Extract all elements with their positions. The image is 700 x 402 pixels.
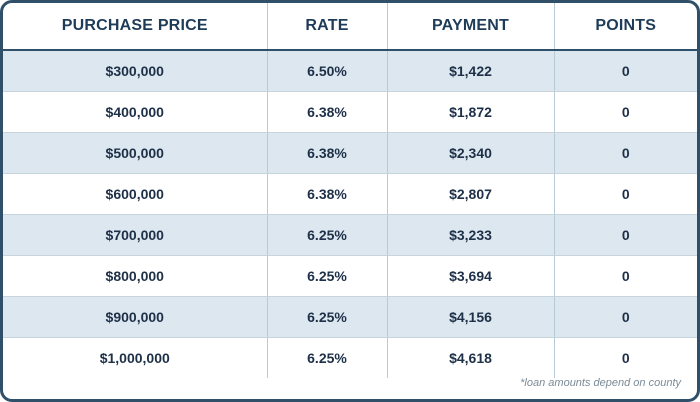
cell-payment: $3,694 — [387, 255, 555, 297]
cell-purchase-price: $700,000 — [3, 214, 268, 256]
cell-points: 0 — [554, 255, 697, 297]
table-row: $300,000 6.50% $1,422 0 — [3, 50, 697, 92]
table-row: $700,000 6.25% $3,233 0 — [3, 214, 697, 256]
table-row: $900,000 6.25% $4,156 0 — [3, 296, 697, 338]
cell-rate: 6.25% — [267, 296, 388, 338]
header-purchase-price: PURCHASE PRICE — [3, 3, 268, 51]
cell-payment: $1,872 — [387, 91, 555, 133]
cell-points: 0 — [554, 50, 697, 92]
cell-points: 0 — [621, 350, 630, 366]
cell-purchase-price: $900,000 — [3, 296, 268, 338]
cell-purchase-price: $300,000 — [3, 50, 268, 92]
cell-purchase-price: $800,000 — [3, 255, 268, 297]
cell-payment: $1,422 — [387, 50, 555, 92]
cell-points: 0 — [554, 214, 697, 256]
table-header-row: PURCHASE PRICE RATE PAYMENT POINTS — [3, 3, 697, 51]
cell-rate: 6.38% — [267, 173, 388, 215]
table-row: $1,000,000 6.25% $4,618 0 — [3, 337, 697, 378]
cell-points: 0 — [554, 296, 697, 338]
cell-purchase-price: $1,000,000 — [3, 337, 268, 378]
header-rate: RATE — [267, 3, 388, 51]
cell-payment: $2,340 — [387, 132, 555, 174]
cell-points: 0 — [554, 91, 697, 133]
cell-points: 0 — [554, 173, 697, 215]
cell-rate: 6.25% — [267, 337, 388, 378]
cell-rate: 6.38% — [267, 132, 388, 174]
cell-points: 0 — [554, 132, 697, 174]
cell-rate: 6.50% — [267, 50, 388, 92]
header-points: POINTS — [554, 3, 697, 51]
table-row: $400,000 6.38% $1,872 0 — [3, 91, 697, 133]
cell-payment: $4,156 — [387, 296, 555, 338]
cell-rate: 6.38% — [267, 91, 388, 133]
footnote: *loan amounts depend on county — [520, 377, 681, 389]
cell-payment: $4,618 — [387, 337, 555, 378]
table-row: $600,000 6.38% $2,807 0 — [3, 173, 697, 215]
cell-rate: 6.25% — [267, 255, 388, 297]
table-row: $800,000 6.25% $3,694 0 — [3, 255, 697, 297]
rate-table: PURCHASE PRICE RATE PAYMENT POINTS $300,… — [3, 3, 697, 378]
table-row: $500,000 6.38% $2,340 0 — [3, 132, 697, 174]
cell-purchase-price: $500,000 — [3, 132, 268, 174]
cell-payment: $3,233 — [387, 214, 555, 256]
cell-purchase-price: $600,000 — [3, 173, 268, 215]
header-payment: PAYMENT — [387, 3, 555, 51]
cell-rate: 6.25% — [267, 214, 388, 256]
cell-payment: $2,807 — [387, 173, 555, 215]
cell-purchase-price: $400,000 — [3, 91, 268, 133]
